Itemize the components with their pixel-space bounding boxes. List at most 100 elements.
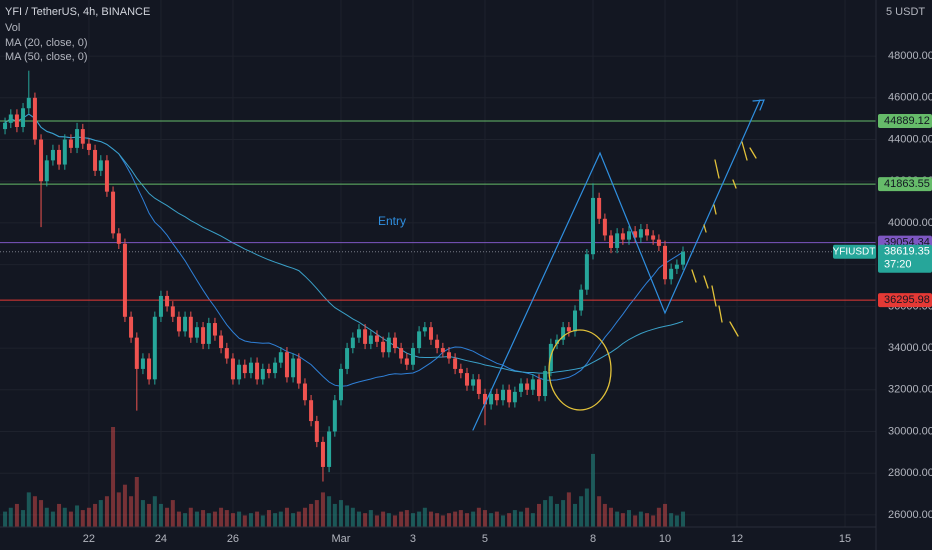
- stroke: [711, 285, 717, 307]
- volume-bar: [260, 515, 265, 527]
- volume-bar: [194, 511, 199, 527]
- volume-bar: [21, 510, 26, 527]
- candle-body: [158, 295, 163, 317]
- volume-bar: [111, 427, 116, 527]
- candle-body: [464, 373, 469, 386]
- volume-bar: [399, 511, 404, 527]
- volume-bar: [147, 503, 152, 527]
- axis-currency: 5 USDT: [886, 6, 925, 18]
- volume-bar: [458, 510, 463, 527]
- x-tick-label: 12: [731, 533, 743, 545]
- volume-bar: [170, 500, 175, 527]
- candle-body: [116, 233, 121, 244]
- volume-bar: [446, 513, 451, 527]
- candle-body: [638, 229, 643, 238]
- volume-bar: [140, 500, 145, 527]
- volume-bar: [93, 503, 98, 527]
- candle-body: [320, 441, 325, 467]
- candle-body: [602, 218, 607, 236]
- stroke: [732, 179, 737, 189]
- volume-bar: [104, 496, 109, 527]
- candle-body: [140, 358, 145, 369]
- volume-bar: [518, 511, 523, 527]
- candle-body: [440, 348, 445, 353]
- volume-bar: [525, 507, 530, 527]
- candle-body: [663, 245, 668, 280]
- candle-body: [242, 364, 247, 374]
- volume-bar: [345, 505, 350, 527]
- candle-body: [75, 129, 80, 148]
- candle-body: [291, 358, 296, 378]
- volume-bar: [237, 511, 242, 527]
- candle-body: [44, 160, 49, 182]
- volume-bar: [165, 507, 170, 527]
- volume-bar: [273, 513, 278, 527]
- candle-body: [674, 264, 679, 269]
- volume-bar: [296, 511, 301, 527]
- volume-bar: [609, 507, 614, 527]
- legend-ma: MA (20, close, 0): [5, 37, 88, 49]
- stroke: [714, 159, 720, 179]
- candle-body: [561, 327, 566, 340]
- volume-bar: [392, 515, 397, 527]
- volume-bar: [332, 503, 337, 527]
- volume-bar: [86, 507, 91, 527]
- volume-bar: [561, 500, 566, 527]
- candle-body: [248, 362, 253, 374]
- candle-body: [176, 316, 181, 332]
- candle-body: [338, 368, 343, 401]
- volume-bar: [284, 507, 289, 527]
- candle-body: [32, 97, 37, 140]
- volume-bar: [548, 496, 553, 527]
- volume-bar: [116, 492, 121, 527]
- level-tag: [878, 113, 932, 128]
- candle-body: [3, 122, 8, 130]
- candle-body: [422, 327, 427, 332]
- candle-body: [152, 316, 157, 380]
- candle-body: [476, 379, 481, 394]
- candle-body: [206, 323, 211, 344]
- candle-body: [68, 139, 73, 148]
- candle-body: [645, 229, 650, 236]
- candle-body: [14, 114, 19, 128]
- candle-body: [194, 327, 199, 338]
- candle-body: [296, 358, 301, 384]
- volume-bar: [404, 510, 409, 527]
- candle-body: [62, 139, 67, 165]
- candle-body: [122, 243, 127, 317]
- legend-volume: Vol: [5, 22, 20, 34]
- candle-body: [609, 235, 614, 248]
- last-price-label: 38619.35: [884, 246, 930, 258]
- candle-body: [183, 316, 188, 332]
- x-tick-label: 15: [839, 533, 851, 545]
- volume-bar: [663, 503, 668, 527]
- candle-body: [669, 268, 674, 280]
- volume-bar: [464, 513, 469, 527]
- candle-body: [230, 358, 235, 380]
- volume-bar: [482, 510, 487, 527]
- volume-bar: [302, 507, 307, 527]
- symbol-label: YFIUSDT: [833, 246, 876, 257]
- candle-body: [489, 393, 494, 405]
- grid: [0, 0, 876, 527]
- volume-bar: [122, 484, 127, 527]
- volume-bar: [188, 507, 193, 527]
- candle-body: [8, 114, 13, 123]
- volume-bar: [309, 503, 314, 527]
- candle-body: [309, 400, 314, 422]
- candle-body: [518, 383, 523, 392]
- x-tick-label: 26: [227, 533, 239, 545]
- volume-bar: [512, 510, 517, 527]
- candle-body: [302, 383, 307, 401]
- volume-bar: [224, 510, 229, 527]
- x-tick-label: 10: [659, 533, 671, 545]
- candle-body: [350, 337, 355, 349]
- circle-drawing: [548, 329, 612, 411]
- candle-body: [530, 379, 535, 390]
- volume-bar: [176, 511, 181, 527]
- volume-bar: [620, 513, 625, 527]
- volume-bar: [338, 500, 343, 527]
- arrow-head: [752, 99, 765, 111]
- candle-body: [327, 431, 332, 467]
- level-tag-label: 44889.12: [884, 115, 930, 127]
